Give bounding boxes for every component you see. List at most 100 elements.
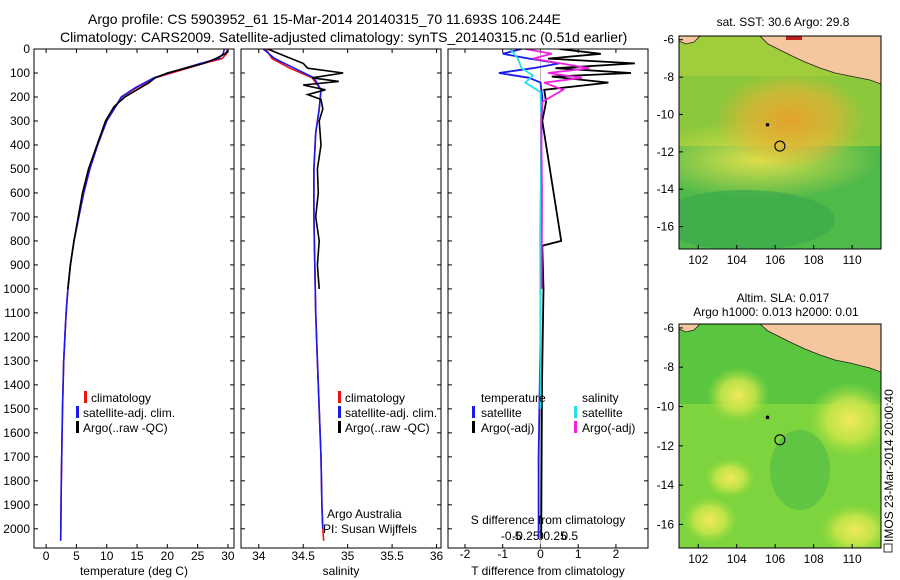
sla-map-title-line-1: Altim. SLA: 0.017 [737,291,830,305]
y-tick-label: 2000 [3,522,30,536]
sst-map: sat. SST: 30.6 Argo: 29.8 102 104 106 108 11… [657,15,882,267]
series-line-argo-raw-qc- [267,49,344,289]
legend-label-s-argo: Argo(-adj) [582,421,635,435]
sla-map-markers [765,415,786,446]
sla-high-2 [808,382,881,458]
sst-hot-spot [786,36,802,40]
map-x-tick-label: 106 [765,253,785,267]
x-tick-label-top: 0.5 [561,529,578,543]
y-tick-label: 600 [10,186,30,200]
series-line-climatology [59,49,229,541]
y-tick-label: 0 [23,42,30,56]
legend-swatch-t-satellite [472,406,475,418]
annotation-argo-australia: Argo Australia [327,507,402,521]
x-tick-label: 10 [100,549,114,563]
x-tick-label: 35.5 [380,549,404,563]
map-y-tick-label: -8 [663,70,674,84]
y-tick-label: 1000 [3,282,30,296]
map-x-tick-label: 108 [804,552,824,566]
x-tick-label-top: -0.25 [512,529,540,543]
series-line-satellite-adj-clim- [59,49,226,541]
legend-swatch-s-argo [574,421,577,433]
map-y-tick-label: -10 [657,107,675,121]
difference-xlabel-top: S difference from climatology [471,513,626,527]
y-tick-label: 1700 [3,450,30,464]
series-line-s-satellite [509,49,543,409]
legend-label-satellite: satellite-adj. clim. [345,406,437,420]
y-tick-label: 1300 [3,354,30,368]
y-tick-label: 400 [10,138,30,152]
map-x-tick-label: 110 [843,552,862,566]
legend-label-satellite: satellite-adj. clim. [83,406,175,420]
sla-high-1 [706,367,770,423]
x-tick-label-top: -0.5 [501,529,522,543]
temperature-axes: 0100200300400500600700800900100011001200… [3,42,235,563]
y-tick-label: 500 [10,162,30,176]
difference-panel: -2 -1 0 1 2-0.5-0.250 0.250.5 T difference fr… [447,48,649,578]
difference-xlabel: T difference from climatology [471,564,625,578]
legend-swatch-climatology [338,391,341,403]
x-tick-label: -1 [497,547,508,561]
sst-map-frame [678,35,882,250]
sst-land-sumatra [679,36,701,45]
y-tick-label: 1400 [3,378,30,392]
legend-label-t-satellite: satellite [481,406,522,420]
map-x-tick-label: 110 [843,253,862,267]
map-y-tick-label: -14 [657,182,675,196]
y-tick-label: 800 [10,234,30,248]
map-x-tick-label: 104 [727,552,747,566]
x-tick-label: 5 [73,549,80,563]
imos-stamp: IMOS 23-Mar-2014 20:00:40 [882,389,896,553]
legend-swatch-s-satellite [574,406,577,418]
y-tick-label: 100 [10,66,30,80]
figure-title-line-2: Climatology: CARS2009. Satellite-adjuste… [60,29,627,45]
sst-map-markers [765,122,786,152]
series-line-s-argo-adj- [525,49,590,289]
y-tick-label: 300 [10,114,30,128]
figure-title-line-1: Argo profile: CS 5903952_61 15-Mar-2014 … [88,11,561,27]
x-tick-label-top: 0.25 [543,529,567,543]
legend-swatch-satellite [338,406,341,418]
salinity-legend: climatology satellite-adj. clim. Argo(..… [338,391,437,435]
sla-high-4 [682,496,738,544]
y-tick-label: 700 [10,210,30,224]
legend-title-salinity: salinity [582,391,619,405]
sst-map-title: sat. SST: 30.6 Argo: 29.8 [717,15,850,29]
legend-label-argo: Argo(..raw -QC) [345,421,430,435]
sla-map: Altim. SLA: 0.017 Argo h1000: 0.013 h200… [657,291,882,566]
temperature-legend: climatology satellite-adj. clim. Argo(..… [76,391,175,435]
map-y-tick-label: -14 [657,478,675,492]
sst-land-java [759,36,881,85]
sla-map-field [679,324,881,548]
map-y-tick-label: -16 [657,220,675,234]
map-x-tick-label: 102 [688,253,708,267]
map-y-tick-label: -6 [663,33,674,47]
sst-map-field [679,36,881,249]
sla-land-java [759,324,881,373]
sla-map-frame [678,323,882,549]
legend-swatch-climatology [84,391,87,403]
difference-axes: -2 -1 0 1 2-0.5-0.250 0.250.5 [448,48,648,561]
x-tick-label: 0 [537,547,544,561]
x-tick-label: -2 [460,547,471,561]
x-tick-label: 30 [221,549,235,563]
map-x-tick-label: 104 [727,253,747,267]
legend-label-climatology: climatology [345,391,405,405]
x-tick-label: 25 [191,549,205,563]
sla-land-sumatra [679,324,701,333]
legend-swatch-argo [76,421,79,433]
difference-series [498,49,635,539]
temperature-panel: 0100200300400500600700800900100011001200… [3,42,235,578]
series-line-argo-raw-qc- [67,49,230,289]
argo-position-marker [774,140,786,152]
y-tick-label: 1900 [3,498,30,512]
legend-label-climatology: climatology [91,391,151,405]
x-tick-label: 34 [252,549,266,563]
sla-map-title-line-2: Argo h1000: 0.013 h2000: 0.01 [693,305,859,319]
legend-swatch-satellite [76,406,79,418]
sst-cool-zone [679,190,835,249]
x-tick-label: 1 [575,547,582,561]
x-tick-label: 35 [341,549,355,563]
annotation-pi: PI: Susan Wijffels [323,522,417,536]
sla-high-3 [704,458,756,498]
